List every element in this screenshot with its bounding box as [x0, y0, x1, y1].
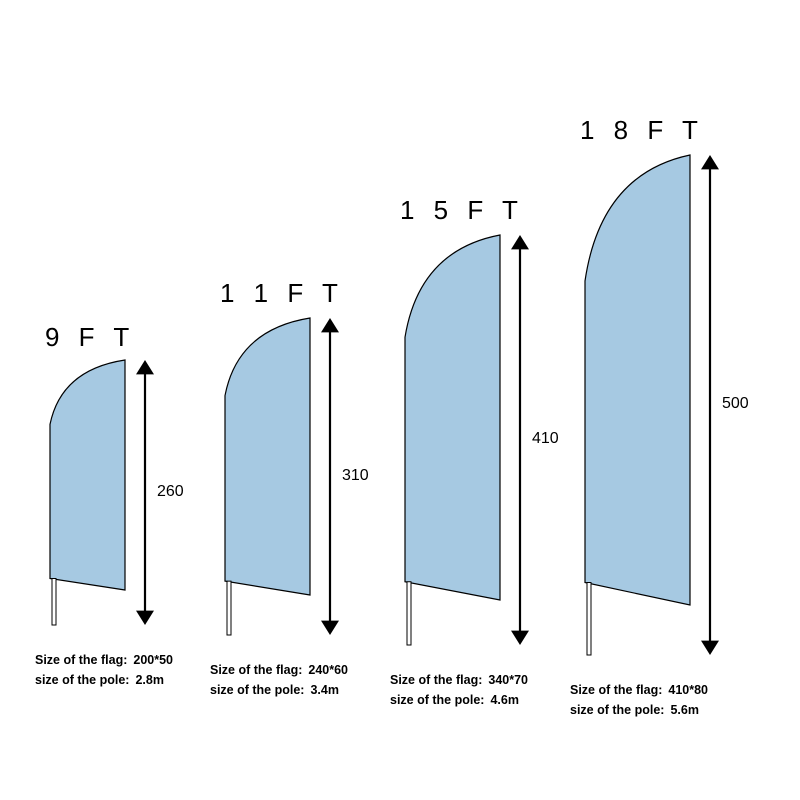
height-label: 410	[532, 430, 559, 448]
spec-pole-size: size of the pole: 5.6m	[570, 700, 708, 720]
feather-flag	[225, 318, 310, 595]
spec-pole-label: size of the pole:	[390, 693, 484, 707]
spec-pole-value: 5.6m	[670, 703, 699, 717]
spec-pole-value: 2.8m	[135, 673, 164, 687]
spec-flag-label: Size of the flag:	[210, 663, 302, 677]
spec-flag-size: Size of the flag: 240*60	[210, 660, 348, 680]
flag-title: 1 1 F T	[220, 278, 344, 309]
spec-pole-label: size of the pole:	[570, 703, 664, 717]
flag-title: 1 5 F T	[400, 195, 524, 226]
spec-block: Size of the flag: 340*70 size of the pole:…	[390, 670, 528, 710]
feather-flag	[405, 235, 500, 600]
feather-flag	[50, 360, 125, 590]
spec-flag-value: 200*50	[133, 653, 173, 667]
spec-flag-label: Size of the flag:	[35, 653, 127, 667]
feather-flag	[585, 155, 690, 605]
spec-pole-size: size of the pole: 3.4m	[210, 680, 348, 700]
spec-flag-size: Size of the flag: 200*50	[35, 650, 173, 670]
height-label: 260	[157, 483, 184, 501]
spec-pole-label: size of the pole:	[210, 683, 304, 697]
height-label: 310	[342, 467, 369, 485]
spec-flag-value: 240*60	[308, 663, 348, 677]
spec-flag-value: 410*80	[668, 683, 708, 697]
spec-pole-value: 4.6m	[490, 693, 519, 707]
spec-block: Size of the flag: 200*50 size of the pole:…	[35, 650, 173, 690]
spec-flag-size: Size of the flag: 410*80	[570, 680, 708, 700]
flag-pole	[52, 579, 56, 626]
spec-flag-label: Size of the flag:	[390, 673, 482, 687]
flag-title: 1 8 F T	[580, 115, 704, 146]
flag-title: 9 F T	[45, 322, 135, 353]
flag-pole	[227, 581, 231, 635]
spec-pole-size: size of the pole: 4.6m	[390, 690, 528, 710]
height-label: 500	[722, 395, 749, 413]
spec-flag-size: Size of the flag: 340*70	[390, 670, 528, 690]
spec-pole-value: 3.4m	[310, 683, 339, 697]
flag-pole	[587, 583, 591, 656]
spec-block: Size of the flag: 240*60 size of the pole:…	[210, 660, 348, 700]
flag-pole	[407, 582, 411, 645]
spec-pole-size: size of the pole: 2.8m	[35, 670, 173, 690]
spec-block: Size of the flag: 410*80 size of the pole:…	[570, 680, 708, 720]
spec-pole-label: size of the pole:	[35, 673, 129, 687]
spec-flag-value: 340*70	[488, 673, 528, 687]
spec-flag-label: Size of the flag:	[570, 683, 662, 697]
